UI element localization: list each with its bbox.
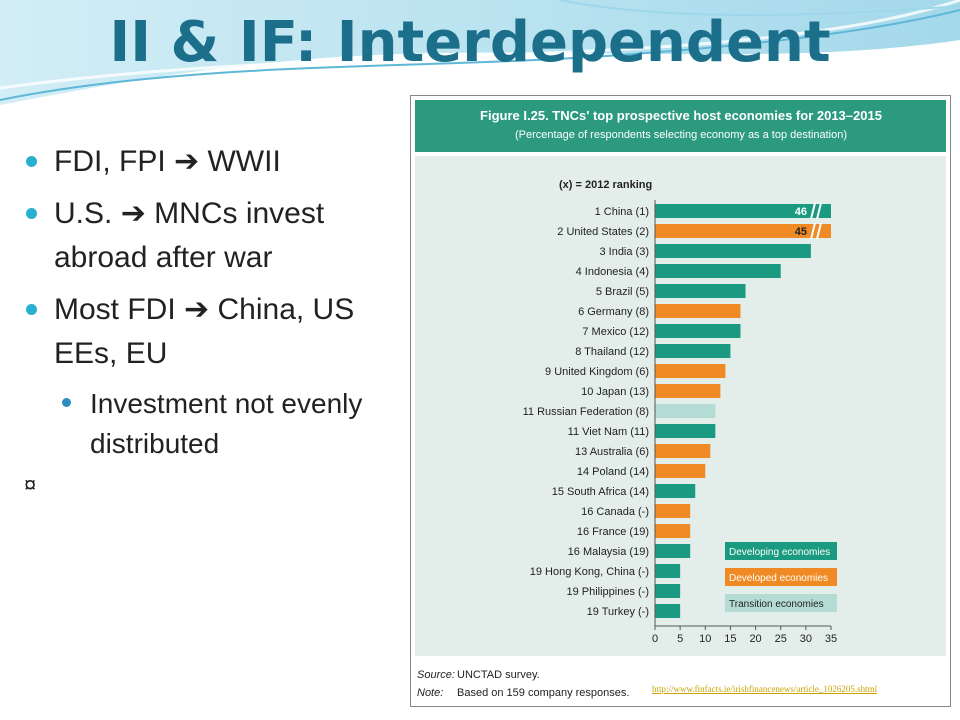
slide-title: II & IF: Interdependent <box>109 10 831 75</box>
bullet-dot-icon <box>26 156 37 167</box>
bar <box>655 244 811 258</box>
right-arrow-icon: ➔ <box>184 293 210 326</box>
sub-bullet-item: Investment not evenly distributed <box>24 384 414 464</box>
source-link[interactable]: http://www.finfacts.ie/irishfinancenews/… <box>652 684 878 694</box>
category-label: 2 United States (2) <box>557 226 649 238</box>
x-tick-label: 0 <box>652 633 658 645</box>
sub-bullet-text: Investment not evenly distributed <box>90 388 363 459</box>
category-label: 5 Brazil (5) <box>596 286 649 298</box>
bar <box>655 544 691 558</box>
chart-subtitle: (Percentage of respondents selecting eco… <box>515 129 847 141</box>
category-label: 16 France (19) <box>577 526 649 538</box>
ranking-note: (x) = 2012 ranking <box>559 179 652 191</box>
legend-swatch <box>725 594 837 612</box>
chart-figure: Figure I.25. TNCs' top prospective host … <box>410 95 951 707</box>
bullet-list: FDI, FPI ➔ WWII U.S. ➔ MNCs invest abroa… <box>24 140 414 464</box>
chart-header-band <box>415 100 946 152</box>
bar <box>655 264 781 278</box>
legend-label: Transition economies <box>729 599 824 610</box>
bar <box>655 564 681 578</box>
bullet-text: MNCs invest abroad after war <box>54 197 325 274</box>
axis-break-mark <box>816 222 822 240</box>
bullet-dot-icon <box>26 208 37 219</box>
right-arrow-icon: ➔ <box>120 197 146 230</box>
chart-title: Figure I.25. TNCs' top prospective host … <box>480 108 882 123</box>
category-label: 7 Mexico (12) <box>582 326 649 338</box>
stray-symbol: ¤ <box>24 472 37 497</box>
bullet-item: Most FDI ➔ China, US EEs, EU <box>24 288 414 376</box>
category-label: 14 Poland (14) <box>577 466 649 478</box>
bar <box>655 524 691 538</box>
x-tick-label: 15 <box>724 633 736 645</box>
bar-chart: Figure I.25. TNCs' top prospective host … <box>415 100 946 699</box>
x-tick-label: 35 <box>825 633 837 645</box>
category-label: 13 Australia (6) <box>575 446 649 458</box>
category-label: 11 Viet Nam (11) <box>568 426 649 438</box>
bar <box>655 284 746 298</box>
x-tick-label: 5 <box>677 633 683 645</box>
bar <box>655 604 681 618</box>
bar <box>655 224 831 238</box>
bar <box>655 424 716 438</box>
category-label: 11 Russian Federation (8) <box>523 406 649 418</box>
category-label: 19 Philippines (-) <box>566 586 649 598</box>
note-text: Based on 159 company responses. <box>457 687 629 699</box>
category-label: 15 South Africa (14) <box>552 486 649 498</box>
category-label: 16 Canada (-) <box>581 506 649 518</box>
category-label: 10 Japan (13) <box>581 386 649 398</box>
legend-swatch <box>725 542 837 560</box>
source-label: Source: <box>417 669 455 681</box>
bar <box>655 304 741 318</box>
bar-value-label: 45 <box>795 226 807 238</box>
bullet-text: WWII <box>199 145 281 178</box>
category-label: 9 United Kingdom (6) <box>545 366 649 378</box>
bar <box>655 504 691 518</box>
category-label: 8 Thailand (12) <box>575 346 649 358</box>
legend-swatch <box>725 568 837 586</box>
bullet-text: Most FDI <box>54 293 185 326</box>
bullet-item: FDI, FPI ➔ WWII <box>24 140 414 184</box>
bullet-text: China, US EEs, EU <box>54 293 355 370</box>
category-label: 19 Hong Kong, China (-) <box>530 566 649 578</box>
category-label: 19 Turkey (-) <box>587 606 649 618</box>
category-label: 3 India (3) <box>599 246 649 258</box>
note-label: Note: <box>417 687 443 699</box>
bar <box>655 324 741 338</box>
right-arrow-icon: ➔ <box>174 145 200 178</box>
category-label: 4 Indonesia (4) <box>576 266 649 278</box>
category-label: 6 Germany (8) <box>578 306 649 318</box>
axis-break-mark <box>816 202 822 220</box>
category-label: 1 China (1) <box>595 206 649 218</box>
bar <box>655 464 706 478</box>
x-tick-label: 25 <box>775 633 787 645</box>
bar <box>655 404 716 418</box>
bar <box>655 384 721 398</box>
sub-bullet-dot-icon <box>62 398 71 407</box>
axis-break-mark <box>810 202 816 220</box>
bar <box>655 364 726 378</box>
bullet-text: U.S. <box>54 197 121 230</box>
bar <box>655 204 831 218</box>
category-label: 16 Malaysia (19) <box>568 546 649 558</box>
axis-break-mark <box>810 222 816 240</box>
legend-label: Developing economies <box>729 547 830 558</box>
bar <box>655 484 696 498</box>
bullet-text: FDI, FPI <box>54 145 174 178</box>
x-tick-label: 30 <box>800 633 812 645</box>
x-tick-label: 10 <box>699 633 711 645</box>
x-tick-label: 20 <box>749 633 761 645</box>
legend-label: Developed economies <box>729 573 828 584</box>
bar-value-label: 46 <box>795 206 807 218</box>
bullet-item: U.S. ➔ MNCs invest abroad after war <box>24 192 414 280</box>
bar <box>655 584 681 598</box>
bullet-dot-icon <box>26 304 37 315</box>
bar <box>655 444 711 458</box>
bar <box>655 344 731 358</box>
source-text: UNCTAD survey. <box>457 669 540 681</box>
